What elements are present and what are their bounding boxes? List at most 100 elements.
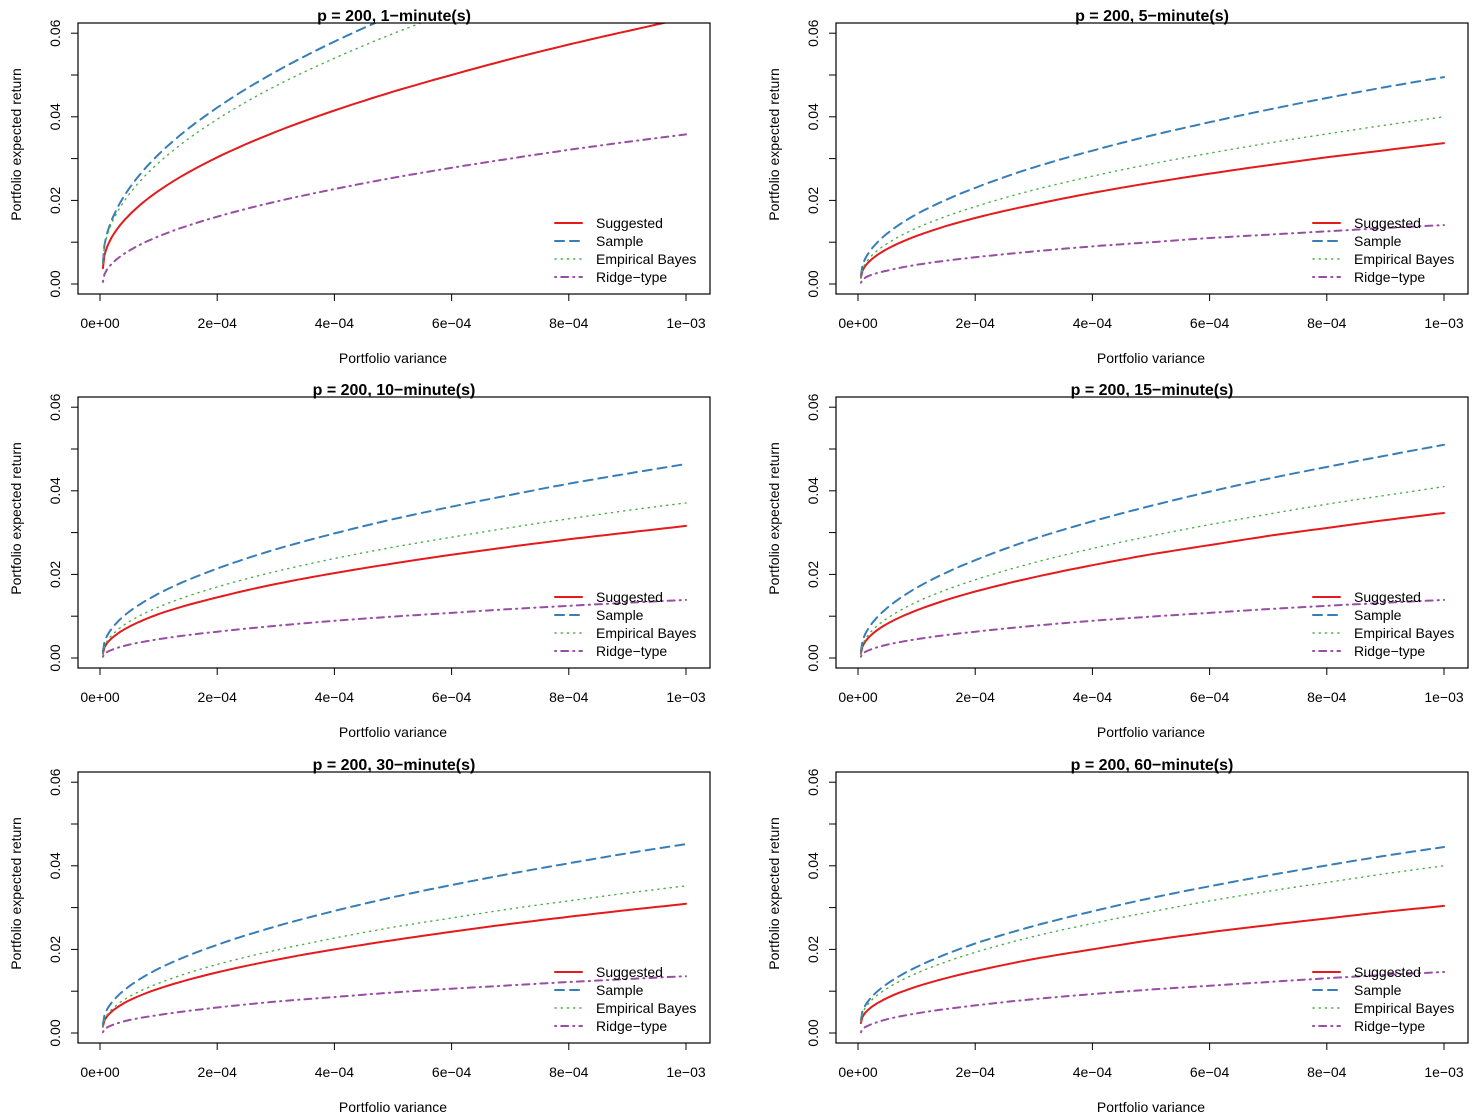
legend-label: Sample [596,982,644,998]
x-tick-label: 2e−04 [956,689,996,705]
legend-label: Suggested [1354,964,1421,980]
y-axis-label: Portfolio expected return [766,442,782,595]
x-tick-label: 8e−04 [1307,689,1347,705]
series-line-suggested [101,902,687,1028]
x-tick-label: 4e−04 [1073,315,1113,331]
x-axis-label: Portfolio variance [1097,724,1205,740]
series-line-sample [101,23,378,265]
series-line-suggested [859,512,1445,655]
x-tick-label: 4e−04 [315,689,355,705]
series-group [101,843,687,1034]
x-tick-label: 6e−04 [432,1064,472,1080]
x-axis: 0e+00 2e−04 4e−04 6e−04 8e−04 1e−03 Portfolio … [838,293,1464,366]
y-tick-label: 0.00 [47,1019,63,1046]
legend: Suggested Sample Empirical Bayes Ridge−type [1312,215,1454,285]
series-line-empirical-bayes [102,502,687,655]
x-tick-label: 4e−04 [315,315,355,331]
series-group [101,23,687,283]
legend-label: Ridge−type [1354,269,1425,285]
legend-label: Suggested [1354,215,1421,231]
legend: Suggested Sample Empirical Bayes Ridge−type [554,215,696,285]
y-tick-label: 0.02 [805,936,821,963]
series-line-suggested [859,904,1445,1024]
y-tick-label: 0.04 [47,477,63,504]
x-tick-label: 1e−03 [666,315,706,331]
legend-label: Empirical Bayes [596,625,696,641]
legend-label: Sample [1354,982,1402,998]
x-tick-label: 2e−04 [198,1064,238,1080]
y-axis: 0.00 0.02 0.04 0.06 Portfolio expected retur… [766,768,837,1047]
legend-label: Empirical Bayes [1354,625,1454,641]
legend-label: Ridge−type [596,1018,667,1034]
x-axis-label: Portfolio variance [1097,1099,1205,1115]
x-tick-label: 0e+00 [838,315,878,331]
panel-title: p = 200, 1−minute(s) [317,8,471,25]
legend-label: Ridge−type [1354,1018,1425,1034]
series-line-ridge-type [101,598,687,658]
x-axis: 0e+00 2e−04 4e−04 6e−04 8e−04 1e−03 Portfolio … [80,667,706,740]
panel-4: p = 200, 15−minute(s) 0e+00 2e−04 4e−04 6e−0… [766,382,1469,740]
panel-3: p = 200, 10−minute(s) 0e+00 2e−04 4e−04 6e−0… [8,382,711,740]
x-tick-label: 8e−04 [549,315,589,331]
x-axis: 0e+00 2e−04 4e−04 6e−04 8e−04 1e−03 Portfolio … [838,667,1464,740]
legend-label: Suggested [596,589,663,605]
y-axis-label: Portfolio expected return [766,68,782,221]
y-tick-label: 0.00 [805,644,821,671]
x-axis: 0e+00 2e−04 4e−04 6e−04 8e−04 1e−03 Portfolio … [838,1042,1464,1115]
x-axis-label: Portfolio variance [339,350,447,366]
legend-label: Empirical Bayes [1354,251,1454,267]
panel-5: p = 200, 30−minute(s) 0e+00 2e−04 4e−04 6e−0… [8,757,711,1115]
legend-label: Ridge−type [596,643,667,659]
x-tick-label: 2e−04 [956,1064,996,1080]
legend: Suggested Sample Empirical Bayes Ridge−type [554,589,696,659]
y-tick-label: 0.00 [47,270,63,297]
y-axis: 0.00 0.02 0.04 0.06 Portfolio expected retur… [766,393,837,672]
x-tick-label: 1e−03 [1424,315,1464,331]
x-axis-label: Portfolio variance [1097,350,1205,366]
x-tick-label: 1e−03 [1424,1064,1464,1080]
x-axis: 0e+00 2e−04 4e−04 6e−04 8e−04 1e−03 Portfolio … [80,293,706,366]
series-group [859,443,1445,658]
series-line-ridge-type [859,971,1445,1034]
legend-label: Sample [1354,607,1402,623]
x-axis-label: Portfolio variance [339,1099,447,1115]
series-line-ridge-type [859,598,1445,658]
series-group [859,76,1445,284]
series-line-empirical-bayes [102,23,423,264]
x-tick-label: 6e−04 [1190,1064,1230,1080]
y-tick-label: 0.06 [47,19,63,46]
y-tick-label: 0.00 [47,644,63,671]
x-tick-label: 0e+00 [80,689,120,705]
series-line-sample [859,443,1445,653]
panel-2: p = 200, 5−minute(s) 0e+00 2e−04 4e−04 6e−04… [766,8,1469,366]
legend-label: Empirical Bayes [596,251,696,267]
y-axis-label: Portfolio expected return [766,817,782,970]
panel-title: p = 200, 5−minute(s) [1075,8,1229,25]
legend: Suggested Sample Empirical Bayes Ridge−type [1312,589,1454,659]
x-tick-label: 4e−04 [1073,1064,1113,1080]
legend-label: Suggested [596,964,663,980]
x-tick-label: 6e−04 [1190,315,1230,331]
legend-label: Empirical Bayes [1354,1000,1454,1016]
y-axis-label: Portfolio expected return [8,442,24,595]
x-tick-label: 1e−03 [666,1064,706,1080]
series-group [101,463,687,658]
panel-title: p = 200, 60−minute(s) [1071,757,1234,774]
x-axis-label: Portfolio variance [339,724,447,740]
y-tick-label: 0.04 [47,852,63,879]
x-tick-label: 1e−03 [1424,689,1464,705]
y-tick-label: 0.04 [805,477,821,504]
y-tick-label: 0.04 [805,103,821,130]
x-tick-label: 6e−04 [432,315,472,331]
legend-label: Suggested [596,215,663,231]
x-tick-label: 2e−04 [956,315,996,331]
x-tick-label: 8e−04 [549,1064,589,1080]
x-tick-label: 8e−04 [1307,1064,1347,1080]
x-axis: 0e+00 2e−04 4e−04 6e−04 8e−04 1e−03 Portfolio … [80,1042,706,1115]
x-tick-label: 4e−04 [315,1064,355,1080]
legend: Suggested Sample Empirical Bayes Ridge−type [554,964,696,1034]
y-tick-label: 0.00 [805,1019,821,1046]
y-axis-label: Portfolio expected return [8,68,24,221]
x-tick-label: 2e−04 [198,315,238,331]
